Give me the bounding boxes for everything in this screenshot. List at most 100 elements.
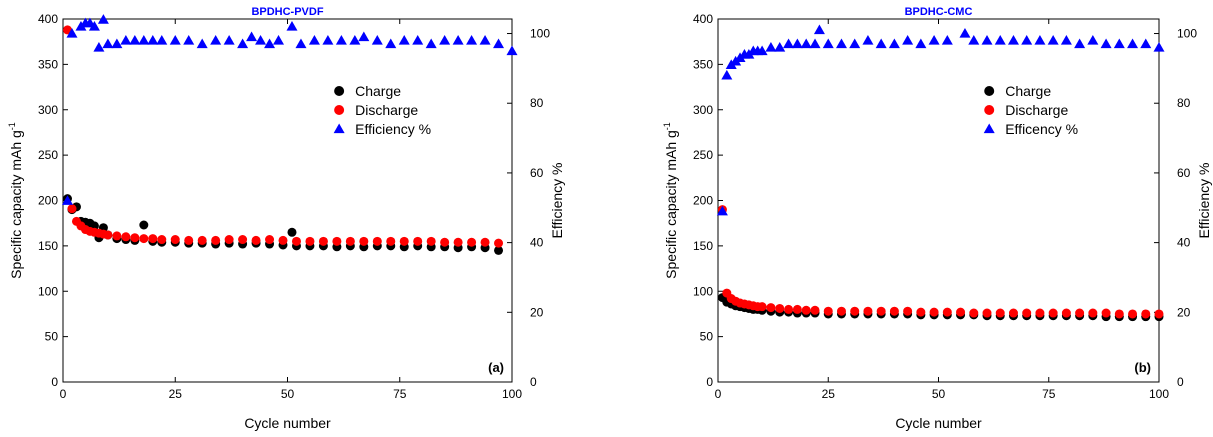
y-tick-label: 200	[693, 194, 713, 208]
discharge-point	[775, 303, 785, 313]
efficiency-point	[902, 35, 914, 45]
efficiency-point	[835, 38, 847, 49]
y2-tick-label: 80	[1177, 96, 1191, 110]
discharge-point	[112, 231, 122, 241]
discharge-point	[224, 235, 234, 245]
y2-tick-label: 80	[530, 96, 544, 110]
discharge-point	[197, 235, 207, 245]
efficiency-point	[774, 41, 786, 52]
x-tick-label: 25	[169, 387, 183, 401]
legend-marker-discharge	[334, 105, 345, 115]
efficiency-point	[1047, 35, 1059, 45]
efficiency-point	[452, 35, 464, 45]
efficiency-point	[246, 31, 258, 42]
y2-tick-label: 0	[530, 375, 537, 389]
efficiency-point	[322, 35, 334, 45]
x-axis-label: Cycle number	[895, 415, 982, 431]
efficiency-point	[156, 35, 168, 45]
efficiency-point	[129, 35, 141, 45]
efficiency-point	[286, 21, 298, 31]
chart-panel-1: 0 25 50 75 100 0 50 100 150 200 250 300 350 400 0 20 40 6…	[7, 6, 565, 431]
efficiency-point	[928, 35, 940, 45]
discharge-point	[903, 306, 913, 316]
discharge-point	[1008, 308, 1018, 318]
discharge-point	[982, 308, 992, 318]
y2-tick-label: 40	[530, 236, 544, 250]
efficiency-point	[97, 14, 109, 24]
discharge-point	[453, 237, 463, 247]
discharge-point	[359, 236, 369, 246]
series-discharge	[62, 25, 504, 248]
discharge-point	[1075, 308, 1085, 318]
efficiency-point	[941, 35, 953, 45]
x-tick-label: 100	[502, 387, 522, 401]
discharge-point	[801, 305, 811, 315]
efficiency-point	[111, 38, 123, 49]
efficiency-point	[61, 195, 73, 205]
chart-title: BPDHC-CMC	[905, 6, 973, 18]
discharge-point	[251, 235, 261, 245]
efficiency-point	[1034, 35, 1046, 45]
efficiency-point	[1140, 38, 1152, 49]
y-tick-label: 0	[706, 375, 713, 389]
x-tick-label: 75	[1042, 387, 1056, 401]
discharge-point	[278, 235, 288, 245]
efficiency-point	[358, 31, 370, 42]
discharge-point	[1114, 309, 1124, 319]
efficiency-point	[888, 38, 900, 49]
discharge-point	[1141, 309, 1151, 319]
legend-marker-efficiency	[333, 123, 345, 134]
legend-label: Charge	[1005, 83, 1051, 99]
discharge-point	[1048, 308, 1058, 318]
efficiency-point	[721, 69, 733, 80]
efficiency-point	[822, 38, 834, 49]
discharge-point	[399, 236, 409, 246]
efficiency-point	[915, 38, 927, 49]
discharge-point	[291, 236, 301, 246]
efficiency-point	[335, 35, 347, 45]
series-discharge	[717, 205, 1164, 319]
y-tick-label: 350	[693, 57, 713, 71]
efficiency-point	[183, 35, 195, 45]
efficiency-point	[412, 35, 424, 45]
y-axis-label: Specific capacity mAh g-1	[7, 122, 24, 279]
discharge-point	[916, 307, 926, 317]
y-tick-label: 100	[38, 284, 58, 298]
legend-label: Efficency %	[1005, 121, 1078, 137]
legend-marker-charge	[334, 86, 345, 96]
discharge-point	[1101, 308, 1111, 318]
legend-marker-discharge	[984, 105, 995, 115]
efficiency-point	[1021, 35, 1033, 45]
efficiency-point	[264, 38, 276, 49]
discharge-point	[480, 237, 490, 247]
y-tick-label: 350	[38, 57, 58, 71]
y2-tick-label: 20	[530, 305, 544, 319]
x-axis-label: Cycle number	[244, 415, 331, 431]
discharge-point	[211, 235, 221, 245]
discharge-point	[139, 234, 149, 244]
y-axis-label-text: Specific capacity mAh g	[8, 130, 24, 279]
discharge-point	[67, 204, 77, 214]
efficiency-point	[255, 35, 267, 45]
legend-label: Discharge	[355, 102, 418, 118]
efficiency-point	[223, 35, 235, 45]
discharge-point	[836, 306, 846, 316]
y-tick-label: 250	[693, 148, 713, 162]
charge-point	[287, 227, 297, 237]
discharge-point	[332, 236, 342, 246]
efficiency-point	[237, 38, 249, 49]
efficiency-point	[439, 35, 451, 45]
discharge-point	[942, 307, 952, 317]
efficiency-point	[1153, 41, 1165, 52]
discharge-point	[784, 304, 794, 314]
efficiency-point	[425, 38, 437, 49]
discharge-point	[1022, 308, 1032, 318]
discharge-point	[130, 233, 140, 243]
y2-tick-label: 60	[530, 166, 544, 180]
discharge-point	[766, 303, 776, 313]
efficiency-point	[308, 35, 320, 45]
discharge-point	[889, 306, 899, 316]
efficiency-point	[120, 35, 132, 45]
legend: Charge Discharge Efficiency %	[333, 83, 431, 137]
y-tick-label: 300	[693, 103, 713, 117]
